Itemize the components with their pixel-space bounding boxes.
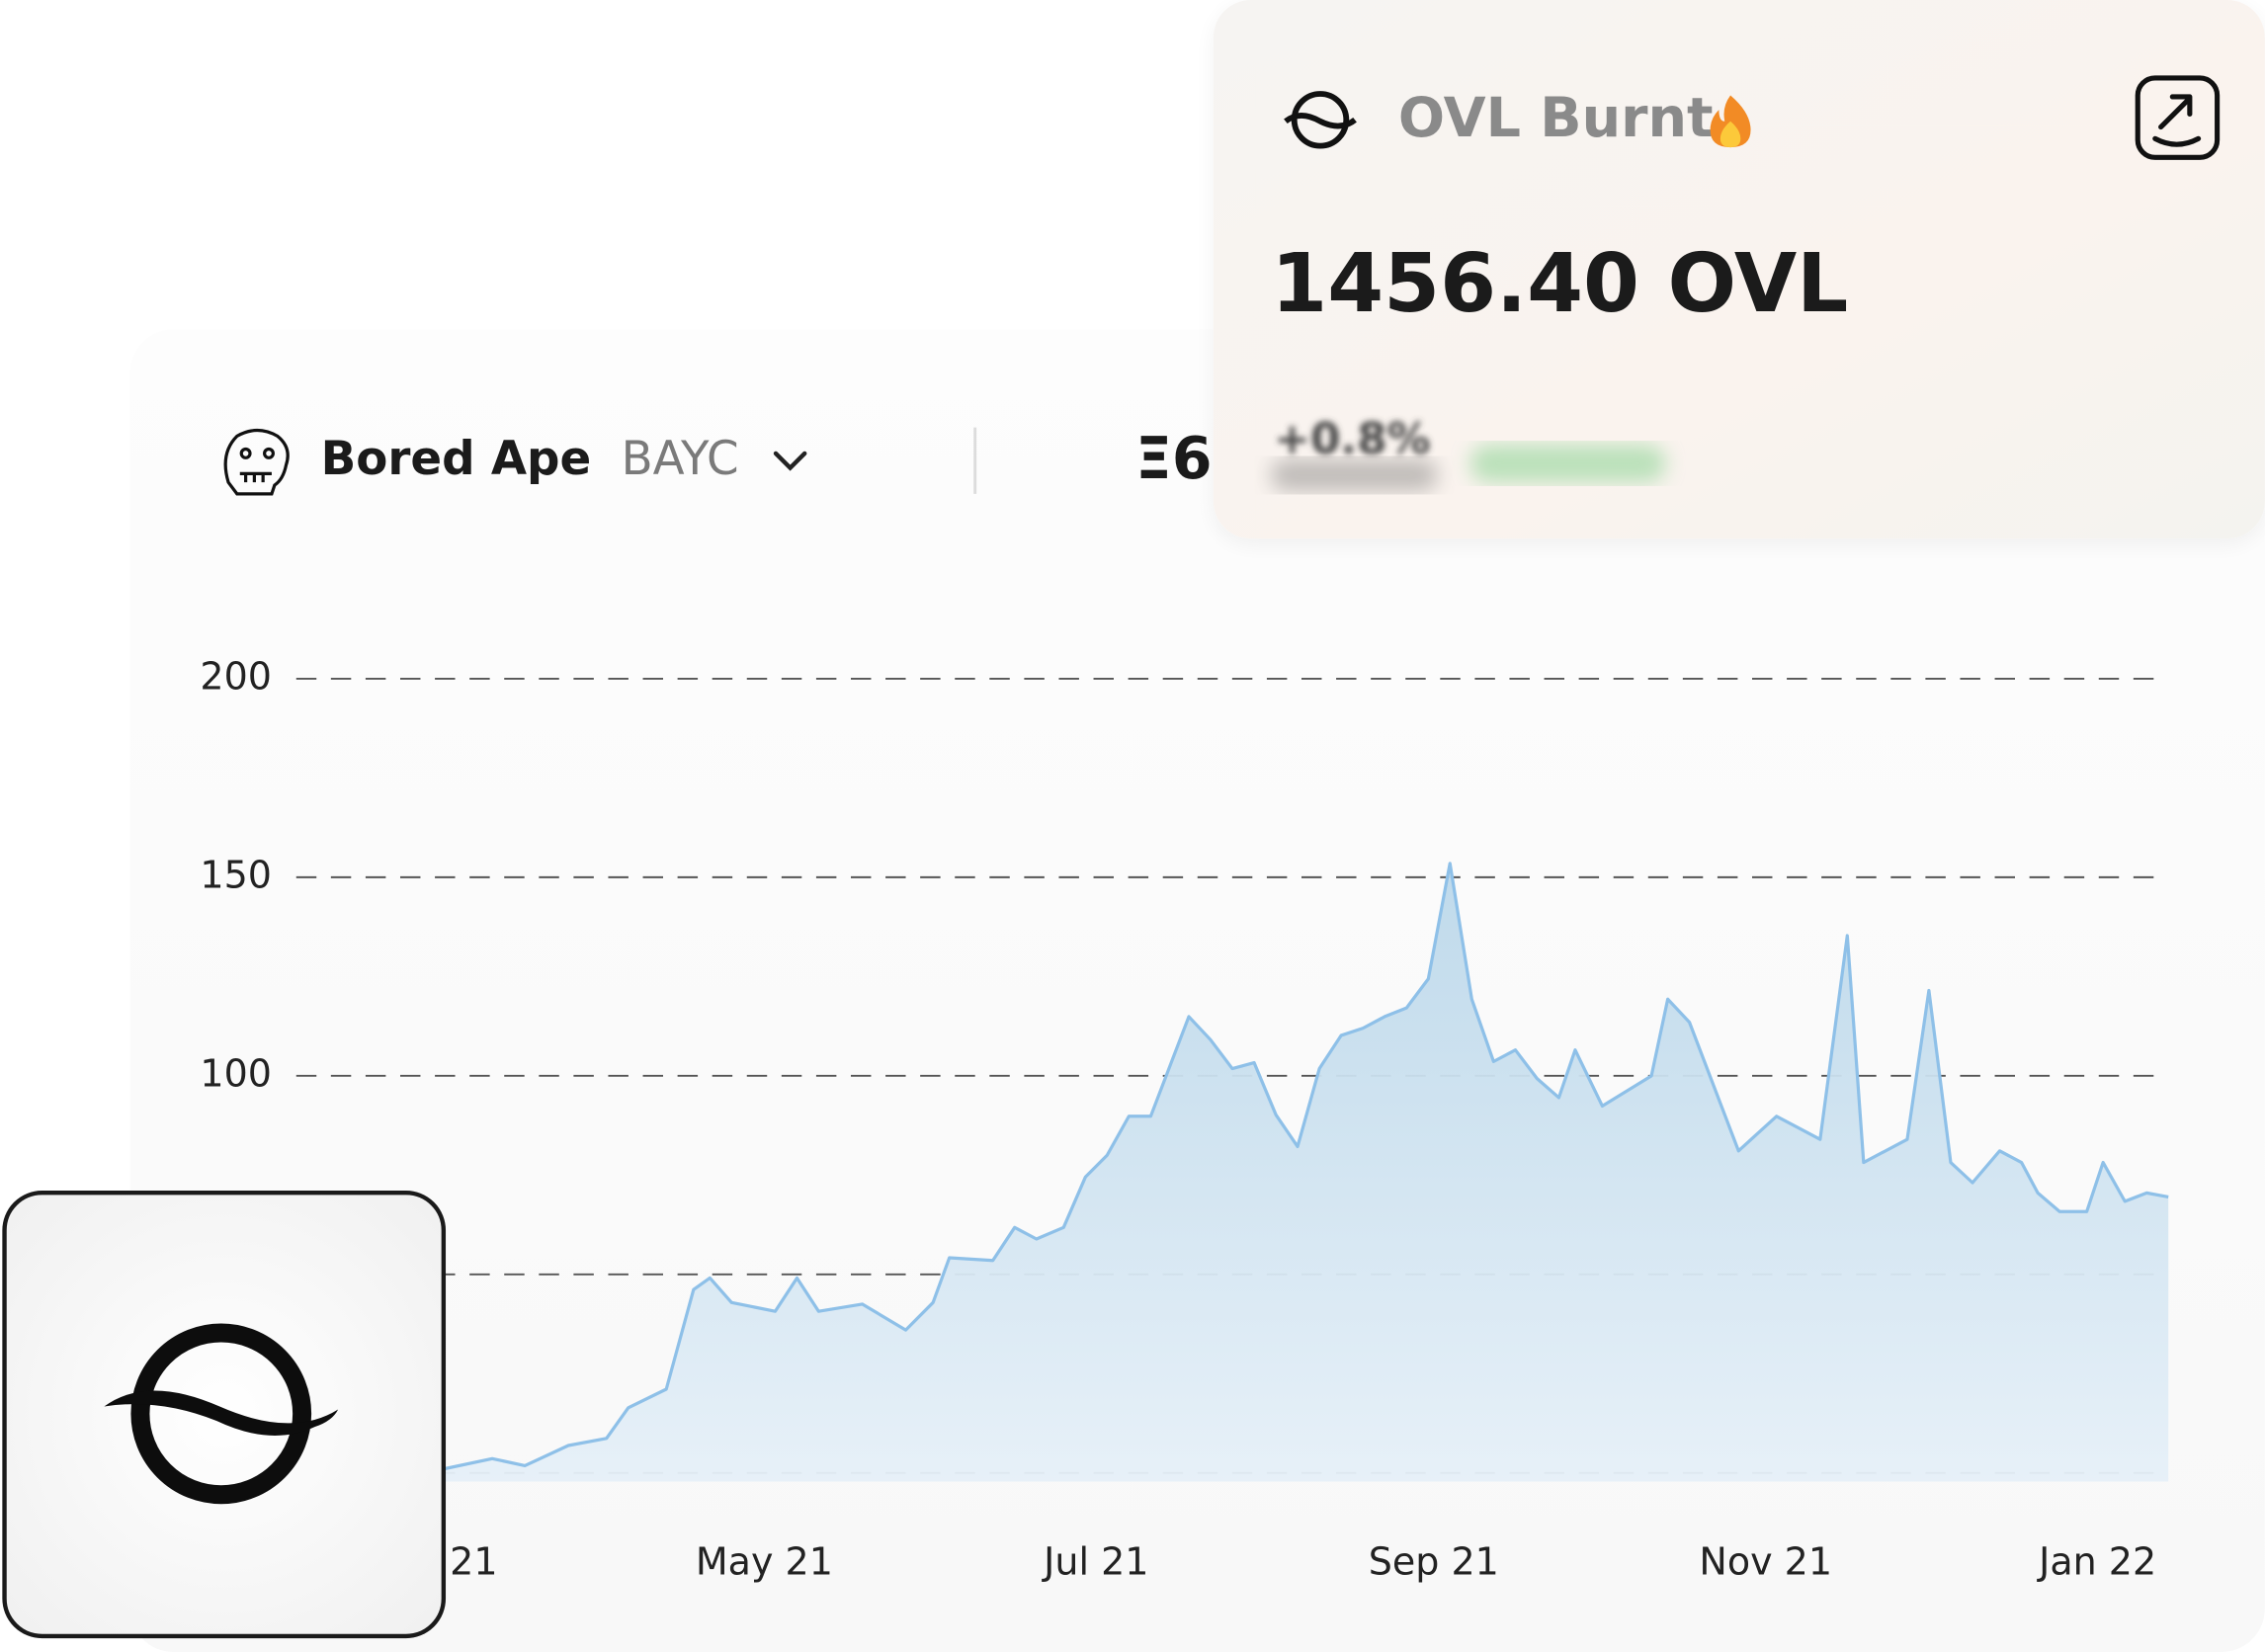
card-background — [1213, 0, 2265, 539]
ovl-icon-small — [1284, 91, 1357, 149]
card-value: 1456.40 OVL — [1271, 237, 1848, 331]
ovl-logo-tile — [2, 1191, 447, 1639]
x-tick-label: Nov 21 — [1699, 1539, 1832, 1583]
asset-name: Bored Ape — [321, 433, 592, 486]
ape-icon — [223, 428, 290, 496]
y-tick-label: 200 — [200, 654, 272, 698]
blurred-text — [1271, 458, 1438, 491]
blurred-badge — [1470, 445, 1666, 483]
flame-icon — [1710, 95, 1751, 148]
export-button[interactable] — [2135, 75, 2221, 160]
logo-ring — [130, 1323, 312, 1505]
y-tick-label: 100 — [200, 1051, 272, 1095]
x-tick-label: Jan 22 — [2037, 1539, 2156, 1583]
card-change: +0.8% — [1274, 414, 1430, 464]
asset-price: Ξ6 — [1135, 425, 1213, 492]
area-line — [437, 862, 2169, 1472]
area-fill — [438, 863, 2169, 1482]
y-tick-label: 150 — [200, 853, 272, 896]
x-tick-label: Sep 21 — [1369, 1539, 1499, 1583]
asset-ticker[interactable]: BAYC — [622, 433, 739, 486]
asset-header: Bored Ape BAYC Ξ6 — [223, 425, 1213, 496]
x-tick-label: May 21 — [696, 1539, 833, 1583]
card-title: OVL Burnt — [1398, 86, 1714, 150]
burn-card: OVL Burnt 1456.40 OVL +0.8% — [1213, 0, 2265, 539]
x-tick-label: Jul 21 — [1042, 1539, 1148, 1583]
dropdown-chevron[interactable] — [773, 451, 807, 471]
logo-wave — [104, 1390, 339, 1436]
